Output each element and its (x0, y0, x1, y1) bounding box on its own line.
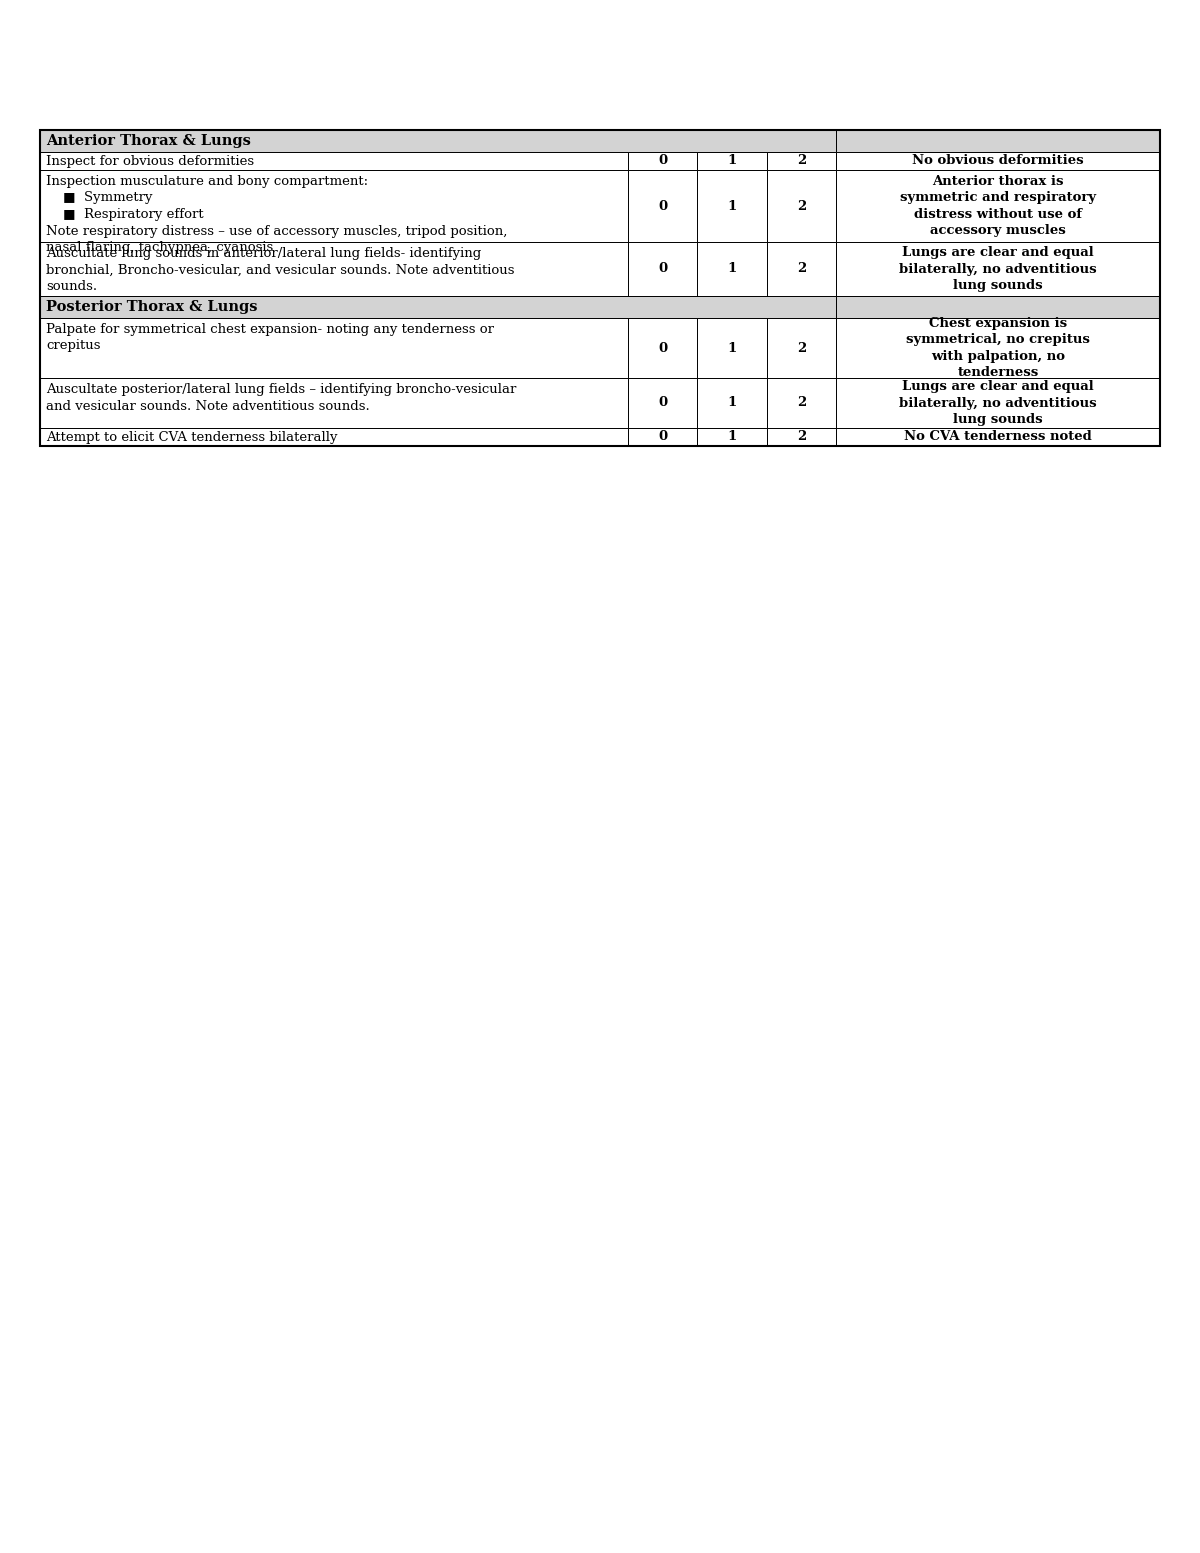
Bar (836, 377, 1160, 429)
Text: 1: 1 (727, 430, 737, 444)
Text: No CVA tenderness noted: No CVA tenderness noted (905, 430, 1092, 444)
Text: 2: 2 (797, 199, 806, 213)
Text: Auscultate posterior/lateral lung fields – identifying broncho-vesicular
and ves: Auscultate posterior/lateral lung fields… (46, 384, 516, 413)
Bar (767, 169, 836, 242)
Bar (697, 169, 767, 242)
Text: 2: 2 (797, 430, 806, 444)
Text: Inspection musculature and bony compartment:
    ■  Symmetry
    ■  Respiratory : Inspection musculature and bony compartm… (46, 175, 508, 255)
Text: Posterior Thorax & Lungs: Posterior Thorax & Lungs (46, 300, 258, 314)
Bar (628, 169, 697, 242)
Bar (697, 318, 767, 377)
Bar (40, 318, 628, 377)
Bar (836, 429, 1160, 446)
Bar (767, 377, 836, 429)
Text: 1: 1 (727, 199, 737, 213)
Text: 0: 0 (658, 342, 667, 354)
Text: Inspect for obvious deformities: Inspect for obvious deformities (46, 154, 254, 168)
Text: 2: 2 (797, 154, 806, 168)
Bar (767, 429, 836, 446)
Bar (628, 429, 697, 446)
Bar (836, 242, 1160, 297)
Text: Chest expansion is
symmetrical, no crepitus
with palpation, no
tenderness: Chest expansion is symmetrical, no crepi… (906, 317, 1090, 379)
Bar (628, 377, 697, 429)
Text: 1: 1 (727, 396, 737, 410)
Text: 1: 1 (727, 342, 737, 354)
Text: 0: 0 (658, 154, 667, 168)
Bar (767, 318, 836, 377)
Bar (836, 130, 1160, 152)
Bar (628, 318, 697, 377)
Bar (767, 242, 836, 297)
Text: No obvious deformities: No obvious deformities (912, 154, 1084, 168)
Text: Lungs are clear and equal
bilaterally, no adventitious
lung sounds: Lungs are clear and equal bilaterally, n… (899, 245, 1097, 292)
Text: 2: 2 (797, 262, 806, 275)
Bar (697, 152, 767, 169)
Text: 0: 0 (658, 396, 667, 410)
Text: Anterior Thorax & Lungs: Anterior Thorax & Lungs (46, 134, 251, 148)
Text: 2: 2 (797, 396, 806, 410)
Text: 2: 2 (797, 342, 806, 354)
Bar (836, 169, 1160, 242)
Bar (40, 169, 628, 242)
Bar (40, 130, 1160, 446)
Bar (40, 130, 836, 152)
Bar (836, 318, 1160, 377)
Bar (697, 242, 767, 297)
Bar (40, 377, 628, 429)
Text: Lungs are clear and equal
bilaterally, no adventitious
lung sounds: Lungs are clear and equal bilaterally, n… (899, 380, 1097, 426)
Bar (697, 377, 767, 429)
Text: Attempt to elicit CVA tenderness bilaterally: Attempt to elicit CVA tenderness bilater… (46, 430, 337, 444)
Bar (836, 152, 1160, 169)
Text: Auscultate lung sounds in anterior/lateral lung fields- identifying
bronchial, B: Auscultate lung sounds in anterior/later… (46, 247, 515, 294)
Text: 0: 0 (658, 430, 667, 444)
Bar (40, 297, 836, 318)
Bar (40, 152, 628, 169)
Text: 1: 1 (727, 262, 737, 275)
Bar (767, 152, 836, 169)
Bar (40, 242, 628, 297)
Text: Anterior thorax is
symmetric and respiratory
distress without use of
accessory m: Anterior thorax is symmetric and respira… (900, 175, 1097, 238)
Text: Palpate for symmetrical chest expansion- noting any tenderness or
crepitus: Palpate for symmetrical chest expansion-… (46, 323, 494, 353)
Bar (628, 152, 697, 169)
Bar (697, 429, 767, 446)
Text: 0: 0 (658, 199, 667, 213)
Bar (628, 242, 697, 297)
Bar (836, 297, 1160, 318)
Text: 0: 0 (658, 262, 667, 275)
Text: 1: 1 (727, 154, 737, 168)
Bar (40, 429, 628, 446)
